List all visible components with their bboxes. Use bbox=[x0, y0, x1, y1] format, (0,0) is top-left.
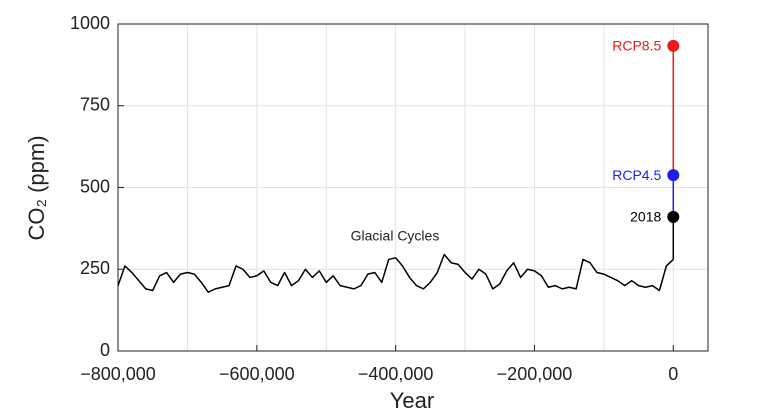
point bbox=[667, 39, 680, 52]
co2-line bbox=[117, 253, 674, 293]
point-label: 2018 bbox=[630, 209, 661, 225]
x-tick-label: −200,000 bbox=[497, 364, 573, 384]
annotation: Glacial Cycles bbox=[351, 228, 440, 244]
x-tick-label: −600,000 bbox=[219, 364, 295, 384]
y-tick-label: 250 bbox=[80, 258, 110, 278]
point bbox=[667, 169, 680, 182]
y-tick-label: 1000 bbox=[70, 13, 110, 33]
x-tick-label: 0 bbox=[668, 364, 678, 384]
point-label: RCP8.5 bbox=[612, 38, 661, 54]
x-tick-label: −400,000 bbox=[358, 364, 434, 384]
y-tick-label: 0 bbox=[100, 340, 110, 360]
y-axis-title: CO₂ (ppm) bbox=[24, 135, 49, 240]
x-tick-label: −800,000 bbox=[80, 364, 156, 384]
y-tick-label: 750 bbox=[80, 95, 110, 115]
x-axis-title: Year bbox=[390, 388, 434, 413]
point-label: RCP4.5 bbox=[612, 167, 661, 183]
y-tick-label: 500 bbox=[80, 176, 110, 196]
point bbox=[667, 210, 680, 223]
